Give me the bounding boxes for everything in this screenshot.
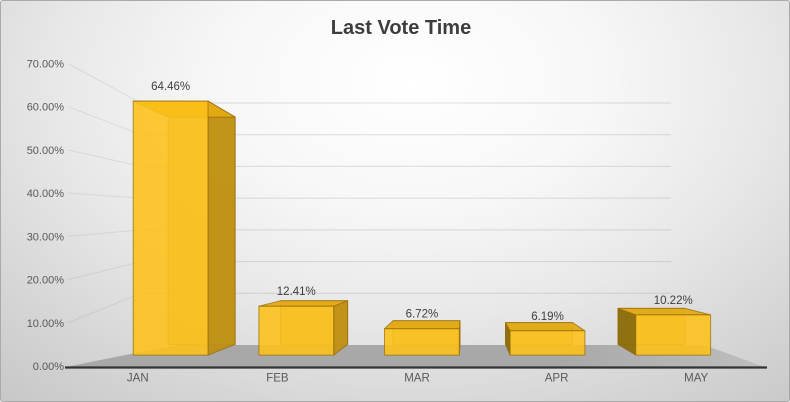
bar-front-face bbox=[509, 330, 586, 356]
chart-title[interactable]: Last Vote Time bbox=[331, 17, 471, 39]
floor-surface bbox=[68, 345, 766, 368]
bar-front-face bbox=[384, 328, 460, 356]
bar-may[interactable] bbox=[617, 307, 712, 356]
category-label: MAY bbox=[684, 373, 708, 385]
value-axis-label: 20.00% bbox=[27, 275, 65, 287]
bar-top-face bbox=[617, 307, 712, 316]
side-gridline bbox=[67, 229, 142, 237]
bar-top-face bbox=[384, 320, 461, 330]
data-label: 6.19% bbox=[531, 311, 564, 323]
bar-front-face bbox=[635, 314, 712, 356]
bar-front-face bbox=[132, 100, 209, 356]
value-axis-label: 40.00% bbox=[27, 188, 65, 200]
bar-mar[interactable] bbox=[384, 320, 461, 356]
data-labels: 64.46% 12.41% 6.72% 6.19% 10.22% bbox=[151, 81, 693, 323]
category-label: MAR bbox=[404, 373, 430, 385]
bar-right-face bbox=[207, 100, 236, 356]
data-label: 10.22% bbox=[654, 295, 693, 307]
category-label: FEB bbox=[266, 373, 289, 385]
side-gridline bbox=[67, 261, 142, 281]
side-gridline bbox=[67, 63, 142, 104]
bar-top-face bbox=[258, 300, 349, 307]
value-axis-label: 60.00% bbox=[27, 102, 65, 114]
side-gridline bbox=[67, 149, 142, 167]
bar-jan[interactable] bbox=[132, 100, 236, 356]
side-gridline bbox=[67, 106, 142, 136]
side-wall-gridlines bbox=[67, 63, 142, 324]
value-axis-label: 70.00% bbox=[27, 59, 65, 71]
bar-feb[interactable] bbox=[258, 300, 349, 356]
chart-floor bbox=[68, 345, 766, 368]
bar-series[interactable] bbox=[132, 100, 712, 356]
side-gridline bbox=[67, 292, 142, 324]
data-label: 6.72% bbox=[406, 309, 439, 321]
value-axis-label: 10.00% bbox=[27, 318, 65, 330]
bar-front-face bbox=[258, 305, 335, 356]
value-axis-labels[interactable]: 0.00% 10.00% 20.00% 30.00% 40.00% 50.00% 60.00… bbox=[27, 59, 65, 374]
value-axis-label: 50.00% bbox=[27, 145, 65, 157]
category-label: APR bbox=[545, 373, 569, 385]
category-axis-labels[interactable]: JAN FEB MAR APR MAY bbox=[127, 373, 709, 385]
data-label: 12.41% bbox=[277, 286, 316, 298]
bar-apr[interactable] bbox=[505, 322, 586, 356]
side-gridline bbox=[67, 192, 142, 199]
value-axis-label: 0.00% bbox=[33, 361, 64, 373]
data-label: 64.46% bbox=[151, 81, 190, 93]
category-label: JAN bbox=[127, 373, 149, 385]
value-axis-label: 30.00% bbox=[27, 231, 65, 243]
bar-top-face bbox=[505, 322, 586, 332]
